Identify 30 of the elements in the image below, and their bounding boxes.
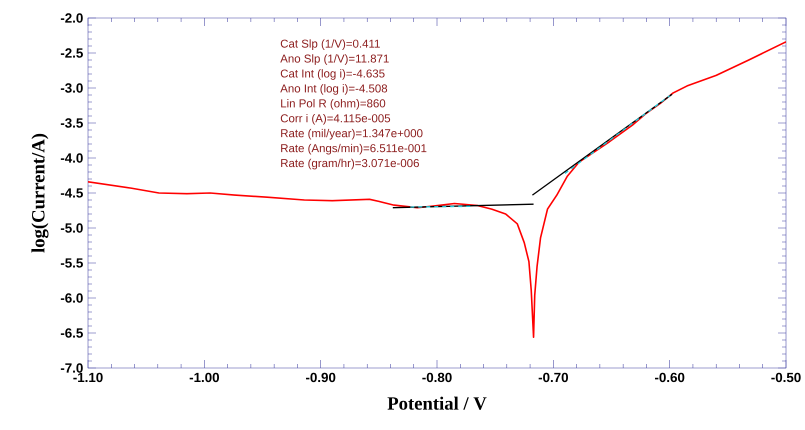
x-tick-label: -0.70 [538,372,568,382]
annotation: Cat Slp (1/V)=0.411 [280,39,380,50]
y-tick-label: -3.5 [60,118,83,128]
y-tick-label: -7.0 [60,363,83,373]
annotation: Lin Pol R (ohm)=860 [281,99,386,110]
y-tick-label: -5.0 [60,223,83,233]
x-tick-label: -0.60 [655,372,684,382]
annotation: Ano Int (log i)=-4.508 [280,84,388,95]
x-tick-label: -0.50 [771,372,801,382]
annotation: Corr i (A)=4.115e-005 [280,114,390,125]
y-tick-label: -6.5 [60,328,83,338]
annotation: Rate (gram/hr)=3.071e-006 [281,158,419,170]
line-series [88,41,786,338]
y-tick-label: -4.5 [60,188,83,198]
x-tick-label: -1.10 [73,372,103,382]
y-tick-label: -2.5 [60,48,83,58]
y-tick-label: -3.0 [60,83,83,93]
x-axis-title: Potential / V [388,396,487,410]
annotation: Rate (mil/year)=1.347e+000 [281,128,423,140]
x-tick-label: -1.00 [190,372,219,382]
x-tick-label: -0.80 [422,372,452,382]
y-tick-label: -4.0 [60,153,83,163]
annotation: Cat Int (log i)=-4.635 [280,69,385,80]
annotation: Rate (Angs/min)=6.511e-001 [281,144,426,154]
y-tick-label: -2.0 [60,13,83,23]
annotation: Ano Slp (1/V)=11.871 [280,54,389,65]
x-tick-label: -0.90 [306,372,336,382]
y-tick-label: -6.0 [60,293,83,303]
y-axis-title: log(Current/A) [31,134,48,253]
y-tick-label: -5.5 [60,258,83,268]
